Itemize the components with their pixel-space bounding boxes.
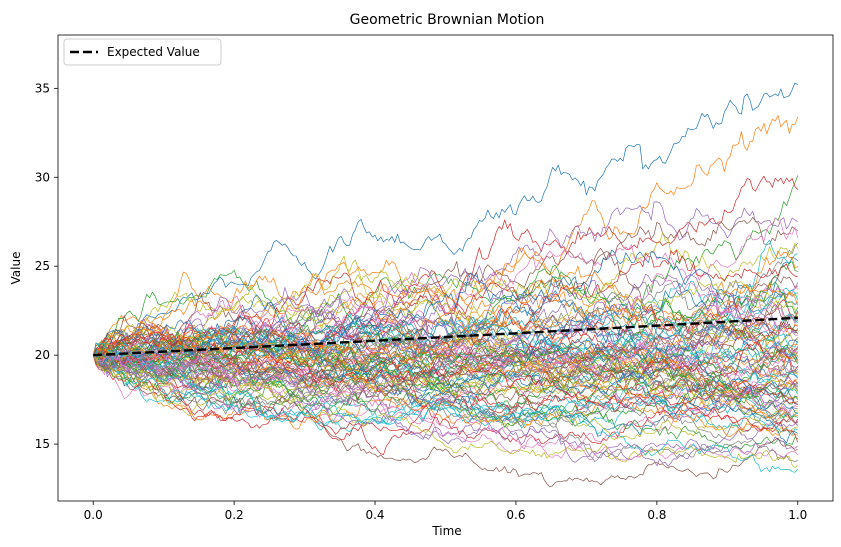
legend-label: Expected Value bbox=[107, 45, 200, 59]
simulated-path-line bbox=[93, 249, 799, 360]
x-tick-label: 0.2 bbox=[225, 508, 244, 522]
simulated-path-line bbox=[92, 354, 798, 468]
y-tick-label: 15 bbox=[35, 437, 50, 451]
y-tick-label: 25 bbox=[35, 259, 50, 273]
simulated-path-line bbox=[93, 354, 798, 445]
legend-box bbox=[63, 38, 222, 66]
simulated-path-line bbox=[92, 355, 798, 488]
simulated-path-line bbox=[92, 325, 798, 437]
simulated-path-line bbox=[93, 294, 798, 444]
simulated-path-line bbox=[93, 339, 798, 437]
simulated-path-line bbox=[93, 318, 798, 388]
simulated-path-line bbox=[93, 315, 799, 377]
y-tick-label: 35 bbox=[35, 81, 50, 95]
y-axis-label: Value bbox=[9, 252, 23, 285]
x-tick-label: 1.0 bbox=[788, 508, 807, 522]
x-tick-label: 0.8 bbox=[647, 508, 666, 522]
simulated-paths bbox=[92, 82, 799, 488]
simulated-path-line bbox=[92, 308, 798, 377]
x-tick-label: 0.6 bbox=[506, 508, 525, 522]
simulated-path-line bbox=[92, 350, 798, 435]
x-axis-label: Time bbox=[431, 524, 461, 538]
simulated-path-line bbox=[92, 255, 799, 403]
simulated-path-line bbox=[93, 350, 799, 435]
simulated-path-line bbox=[92, 175, 799, 359]
expected-value-line bbox=[93, 316, 798, 357]
x-tick-label: 0.4 bbox=[365, 508, 384, 522]
simulated-path-line bbox=[92, 348, 799, 439]
simulated-path-line bbox=[92, 316, 799, 395]
expected-value-series bbox=[93, 316, 798, 357]
chart-title: Geometric Brownian Motion bbox=[350, 12, 545, 28]
simulated-path-line bbox=[92, 318, 799, 384]
simulated-path-line bbox=[92, 355, 798, 463]
y-tick-label: 20 bbox=[35, 348, 50, 362]
simulated-path-line bbox=[93, 239, 798, 386]
simulated-path-line bbox=[92, 341, 798, 419]
simulated-path-line bbox=[92, 271, 798, 357]
x-tick-label: 0.0 bbox=[84, 508, 103, 522]
plot-frame bbox=[57, 34, 834, 502]
simulated-path-line bbox=[92, 326, 798, 388]
simulated-path-line bbox=[92, 349, 799, 461]
simulated-path-line bbox=[92, 247, 799, 381]
simulated-path-line bbox=[92, 327, 798, 424]
simulated-path-line bbox=[92, 342, 799, 473]
legend: Expected Value bbox=[63, 38, 222, 66]
simulated-path-line bbox=[92, 333, 798, 421]
simulated-path-line bbox=[92, 336, 799, 443]
axes: 0.0 0.2 0.4 0.6 0.8 1.0 15 20 25 30 35 bbox=[35, 34, 834, 522]
simulated-path-line bbox=[93, 353, 799, 427]
y-tick-label: 30 bbox=[35, 170, 50, 184]
simulated-path-line bbox=[93, 337, 799, 416]
simulated-path-line bbox=[93, 310, 798, 377]
simulated-path-line bbox=[93, 353, 799, 467]
simulated-path-line bbox=[92, 317, 798, 400]
